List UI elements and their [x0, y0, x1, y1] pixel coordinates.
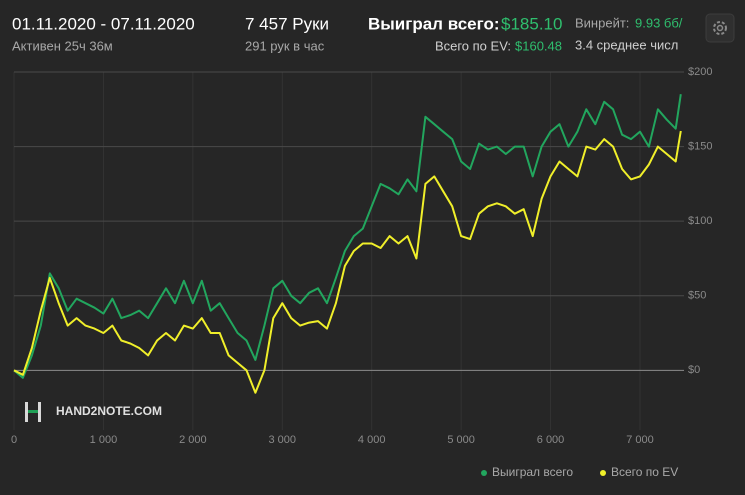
legend-marker	[481, 470, 487, 476]
y-tick-label: $150	[688, 140, 712, 152]
settings-button[interactable]	[705, 13, 735, 43]
ev-value: $160.48	[515, 38, 562, 53]
y-tick-label: $200	[688, 66, 712, 78]
x-tick-label: 4 000	[358, 434, 386, 446]
y-tick-label: $100	[688, 215, 712, 227]
series-line	[13, 94, 682, 379]
period: 01.11.2020 - 07.11.2020	[12, 14, 195, 33]
legend-label: Всего по EV	[611, 465, 678, 479]
x-tick-label: 1 000	[90, 434, 118, 446]
ev-label: Всего по EV:	[435, 38, 511, 53]
plot: 0 1 000 2 000 3 000 4 000 5 000 6 000 7 000 $0 $5…	[11, 66, 713, 446]
average: 3.4 среднее числ	[575, 37, 678, 52]
active-time: Активен 25ч 36м	[12, 38, 113, 53]
watermark-logo	[25, 402, 41, 422]
watermark: HAND2NOTE.COM	[56, 404, 162, 418]
x-tick-label: 3 000	[269, 434, 297, 446]
series-line	[13, 130, 682, 394]
hands-per-hour: 291 рук в час	[245, 38, 325, 53]
y-tick-label: $0	[688, 364, 700, 376]
winrate-value: 9.93 бб/	[635, 15, 683, 30]
x-tick-label: 7 000	[626, 434, 654, 446]
legend: Выиграл всего Всего по EV	[481, 465, 678, 479]
y-tick-label: $50	[688, 290, 706, 302]
won-label: Выиграл всего:	[368, 14, 500, 33]
legend-label: Выиграл всего	[492, 465, 573, 479]
winrate-label: Винрейт:	[575, 15, 629, 30]
x-tick-label: 5 000	[447, 434, 475, 446]
x-tick-label: 2 000	[179, 434, 207, 446]
x-tick-label: 0	[11, 434, 17, 446]
won-value: $185.10	[501, 14, 562, 33]
legend-marker	[600, 470, 606, 476]
x-tick-label: 6 000	[537, 434, 565, 446]
hands: 7 457 Руки	[245, 14, 329, 33]
